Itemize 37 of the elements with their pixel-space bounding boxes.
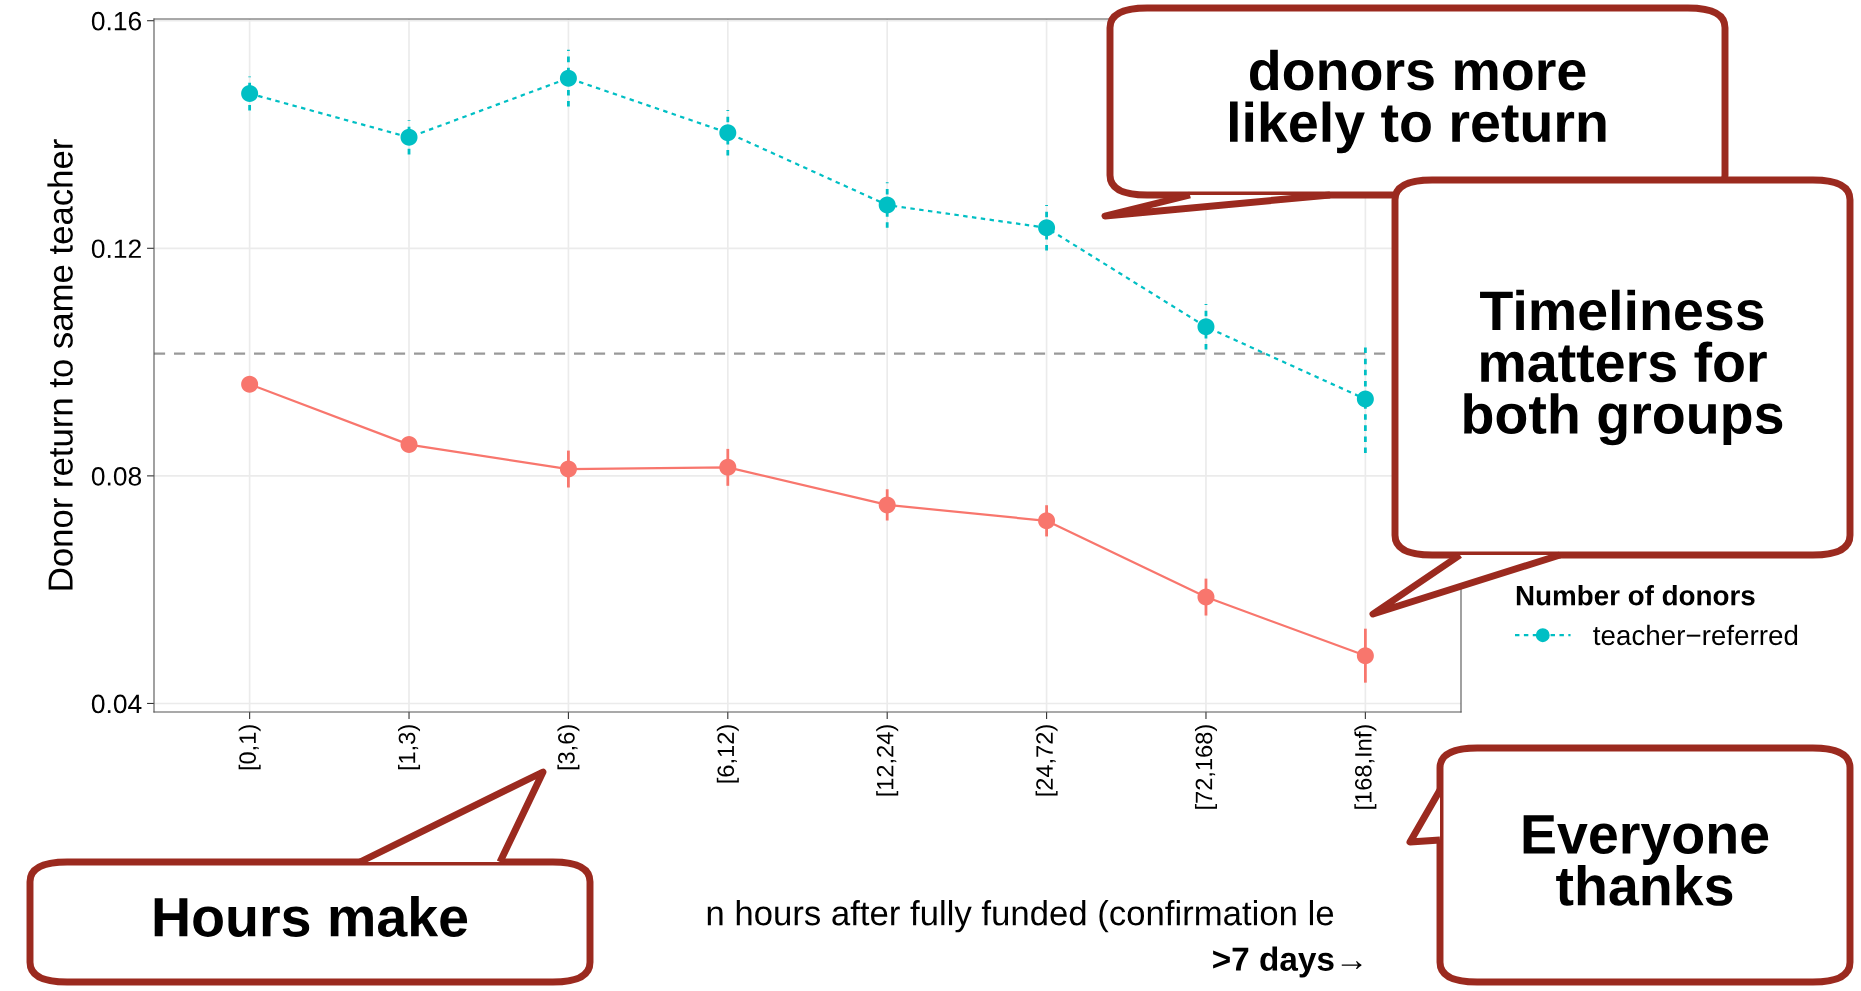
text: Hours make	[154, 896, 468, 937]
x-tick-label: [3,6)	[557, 725, 580, 770]
point	[1197, 588, 1215, 606]
point	[400, 436, 418, 454]
y-tick-label: 0.08	[91, 467, 142, 486]
x-tick-label: [0,1)	[238, 725, 261, 770]
text: Everyone thanks	[1523, 815, 1769, 906]
point	[878, 496, 896, 514]
point	[719, 124, 737, 142]
point	[400, 128, 418, 146]
point	[1038, 512, 1056, 530]
x-tick-label: [168,Inf)	[1354, 725, 1377, 809]
point	[1197, 318, 1215, 336]
point	[241, 375, 259, 393]
x-axis-title: n hours after fully funded (confirmation le	[707, 900, 1334, 933]
point	[719, 458, 737, 476]
y-tick-label: 0.12	[91, 239, 141, 259]
point	[1356, 390, 1374, 408]
text: >7 days→	[1213, 946, 1362, 978]
x-tick-label: [6,12)	[716, 725, 739, 783]
annotation: donors more likely to return	[1229, 49, 1606, 154]
point	[241, 85, 259, 103]
legend-label: teacher−referred	[1593, 624, 1798, 646]
x-tick-label: [12,24)	[876, 725, 899, 796]
y-tick-label: 0.04	[91, 694, 142, 714]
x-tick-label: [24,72)	[1035, 725, 1058, 796]
legend-title: Number of donors	[1516, 585, 1755, 606]
point	[1038, 219, 1056, 237]
point	[878, 196, 896, 214]
x-tick-label: [72,168)	[1194, 725, 1217, 809]
x-tick-label: [1,3)	[398, 725, 421, 770]
point	[559, 460, 577, 478]
text: Timeliness matters for both groups	[1464, 289, 1783, 446]
point	[1356, 647, 1374, 665]
point	[559, 69, 577, 87]
y-tick-label: 0.16	[91, 11, 142, 31]
y-axis-title: Donor return to same teacher	[47, 139, 73, 590]
